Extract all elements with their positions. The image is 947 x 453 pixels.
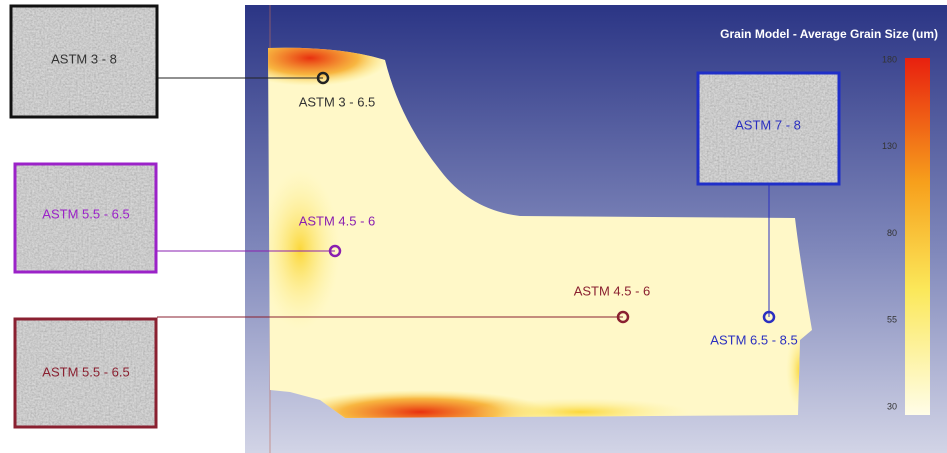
screenshot: Grain Model - Average Grain Size (um) 18… xyxy=(0,0,947,453)
inset-label: ASTM 3 - 8 xyxy=(51,51,117,66)
colorbar-tick-label: 30 xyxy=(887,401,897,411)
inset-label: ASTM 7 - 8 xyxy=(735,117,801,132)
probe-label: ASTM 6.5 - 8.5 xyxy=(710,332,797,347)
inset-label: ASTM 5.5 - 6.5 xyxy=(42,206,129,221)
colorbar-tick-label: 55 xyxy=(887,315,897,325)
inset: ASTM 5.5 - 6.5 xyxy=(15,164,156,272)
colorbar-tick-label: 130 xyxy=(882,141,897,151)
inset-label: ASTM 5.5 - 6.5 xyxy=(42,364,129,379)
colorbar xyxy=(905,58,930,415)
probe-label: ASTM 4.5 - 6 xyxy=(299,213,376,228)
inset: ASTM 3 - 8 xyxy=(11,6,157,117)
inset: ASTM 7 - 8 xyxy=(698,73,839,184)
title: Grain Model - Average Grain Size (um) xyxy=(720,27,938,41)
probe-label: ASTM 4.5 - 6 xyxy=(574,283,651,298)
inset: ASTM 5.5 - 6.5 xyxy=(15,319,156,427)
colorbar-tick-label: 80 xyxy=(887,228,897,238)
probe-label: ASTM 3 - 6.5 xyxy=(299,94,376,109)
colorbar-tick-label: 180 xyxy=(882,54,897,64)
